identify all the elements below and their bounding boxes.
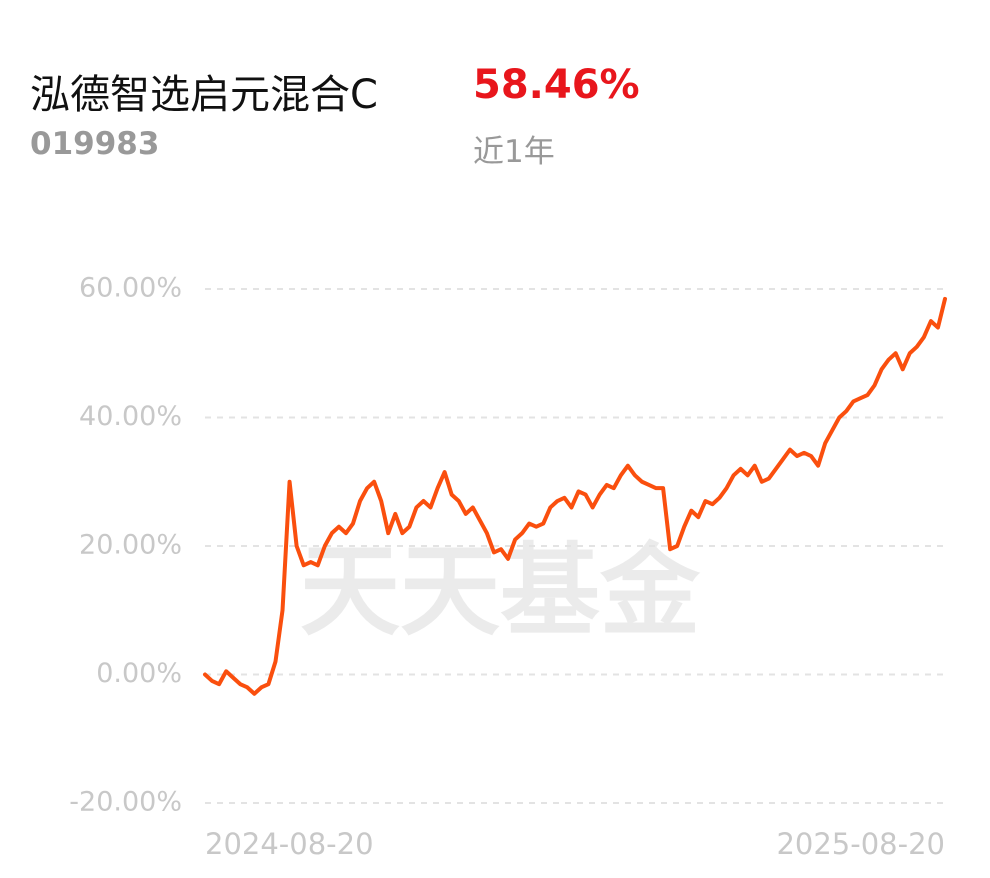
y-tick-label: 40.00% — [79, 401, 182, 432]
fund-code: 019983 — [30, 126, 160, 162]
y-tick-label: 60.00% — [79, 273, 182, 304]
y-tick-label: -20.00% — [69, 787, 182, 818]
x-tick-label: 2025-08-20 — [776, 827, 945, 861]
period: 近1年 — [473, 134, 555, 170]
y-tick-label: 0.00% — [96, 658, 182, 689]
line — [203, 296, 947, 696]
fund-name: 泓德智选启元混合C — [30, 72, 378, 118]
y-tick-label: 20.00% — [79, 530, 182, 561]
x-tick-label: 2024-08-20 — [205, 827, 374, 861]
return: 58.46% — [473, 62, 640, 108]
